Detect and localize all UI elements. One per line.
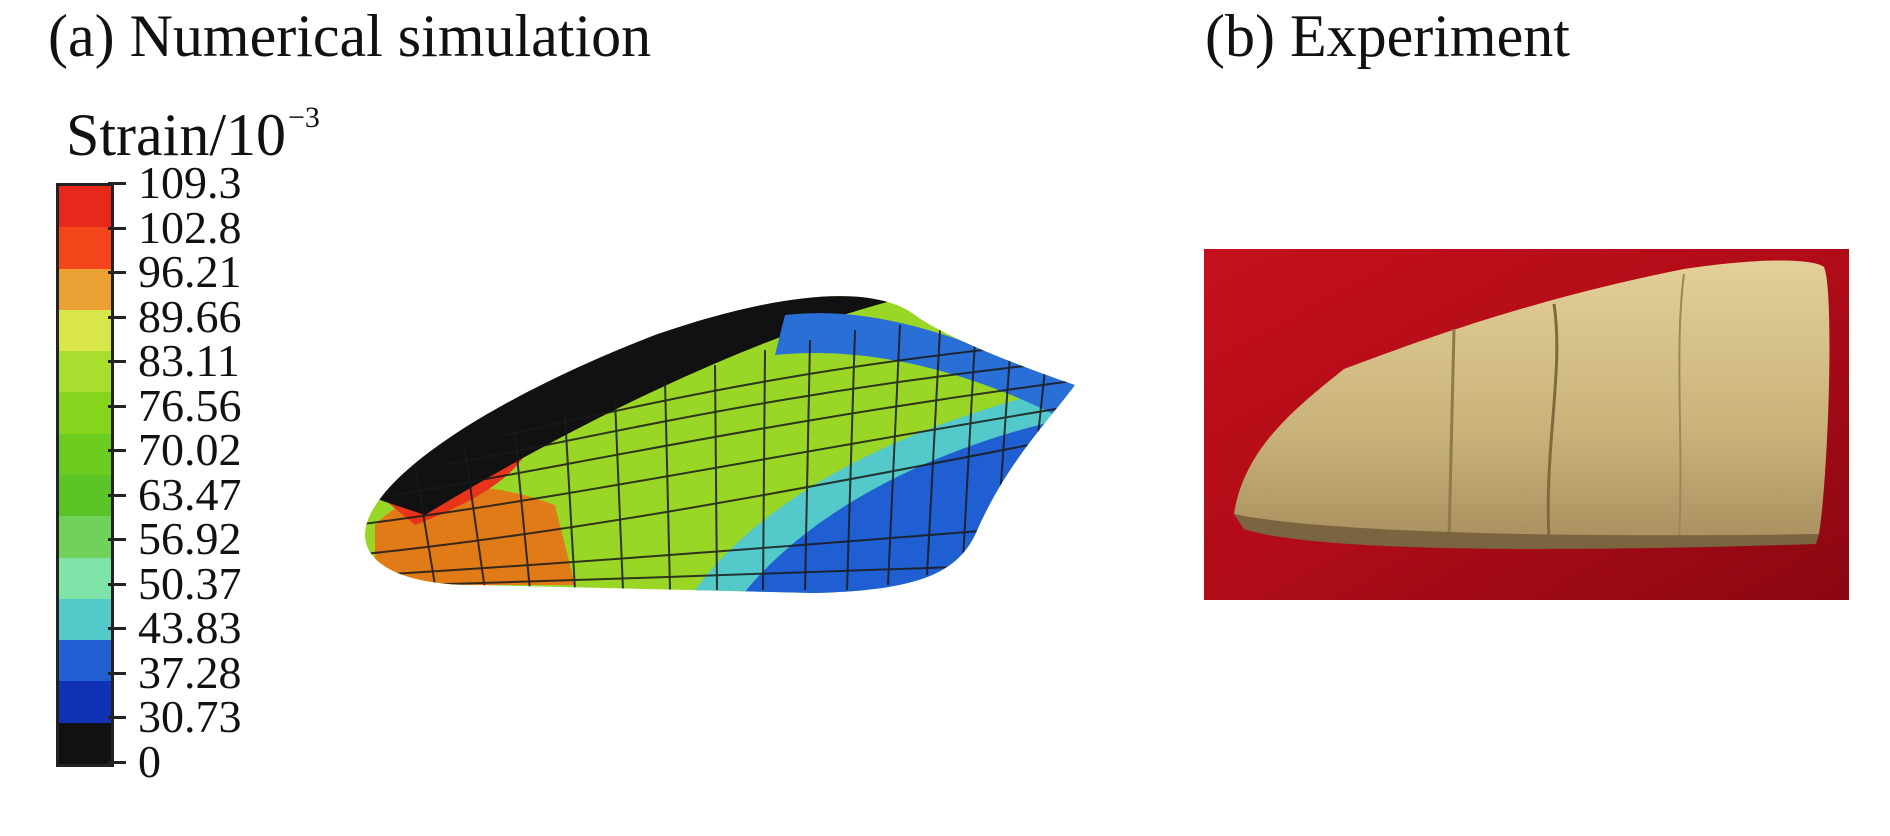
colorbar-tick-mark [108,315,126,319]
colorbar-cell [59,227,111,269]
colorbar-tick-mark [108,760,126,764]
colorbar-cell [59,640,111,682]
colorbar-cell [59,433,111,475]
colorbar-cell [59,722,111,764]
colorbar-cell [59,268,111,310]
colorbar-cell [59,598,111,641]
colorbar-title-exponent: −3 [288,101,320,134]
colorbar-tick-label: 43.83 [138,602,242,653]
specimen-crack-2 [1546,303,1559,540]
colorbar-title: Strain/10−3 [66,101,320,168]
colorbar-cell [59,516,111,558]
colorbar-tick-mark [108,226,126,230]
colorbar-tick-label: 70.02 [138,424,242,475]
colorbar-cell [59,474,111,517]
panel-b-title: (b) Experiment [1205,3,1570,69]
colorbar-tick-label: 102.8 [138,201,242,253]
colorbar-cell [59,392,111,434]
colorbar-tick-label: 63.47 [138,468,242,520]
colorbar-tick-label: 109.3 [138,157,242,208]
specimen-crack-3 [1678,273,1685,540]
colorbar-tick-mark [108,404,126,408]
colorbar-tick-label: 37.28 [138,646,242,698]
colorbar-cell [59,557,111,599]
colorbar-tick-mark [108,449,126,452]
colorbar-tick-mark [108,493,126,497]
colorbar-tick-mark [108,671,126,675]
colorbar-tick-mark [108,582,126,586]
top-ridge-blue [775,313,1075,415]
top-edge-dark [365,296,915,515]
colorbar-tick-label: 0 [138,735,161,787]
strain-colorbar [56,183,114,767]
contour-body [365,296,1075,594]
specimen-crack-1 [1447,328,1456,540]
colorbar-tick-mark [108,271,126,274]
colorbar-tick-label: 96.21 [138,246,242,297]
colorbar-tick-label: 83.11 [138,335,240,386]
colorbar-cell [59,351,111,393]
specimen-bottom-edge [1234,514,1819,549]
colorbar-tick-label: 89.66 [138,290,242,342]
colorbar-tick-label: 76.56 [138,379,242,431]
experiment-photo [1204,249,1849,600]
simulation-strain-contour [365,296,1075,594]
colorbar-tick-label: 30.73 [138,691,242,742]
colorbar-tick-mark [108,627,126,630]
colorbar-title-text: Strain/10 [66,102,286,168]
colorbar-tick-label: 56.92 [138,513,242,564]
colorbar-tick-mark [108,538,126,541]
colorbar-cell [59,681,111,723]
mesh-lines [365,324,1075,591]
colorbar-tick-mark [108,182,126,185]
panel-a-title: (a) Numerical simulation [48,3,652,69]
colorbar-tick-mark [108,716,126,719]
colorbar-tick-label: 50.37 [138,557,242,609]
colorbar-cell [59,309,111,352]
colorbar-cell [59,186,111,228]
colorbar-tick-mark [108,360,126,363]
